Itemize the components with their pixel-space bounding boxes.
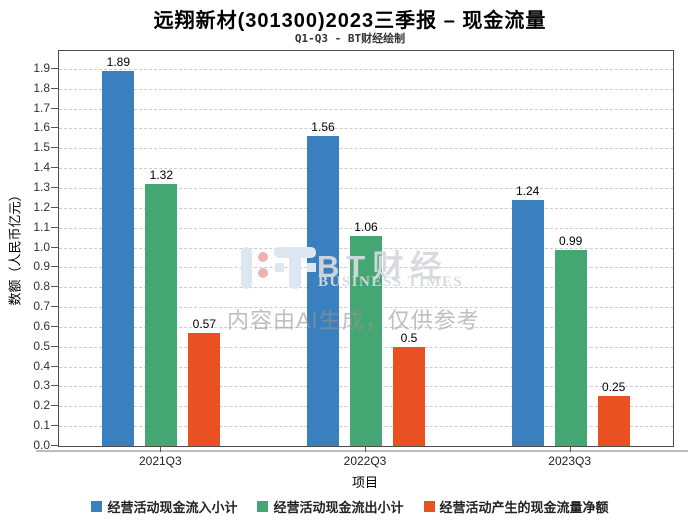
y-tick-mark [51,167,59,169]
bar-group-2021Q3: 1.89 1.32 0.57 [59,51,264,446]
y-tick-label: 1.5 [33,140,50,155]
bar-value-label: 1.24 [515,183,540,198]
y-tick-mark [51,246,59,248]
bar-group-2022Q3: 1.56 1.06 0.5 [264,51,469,446]
y-tick-label: 1.7 [33,100,50,115]
bar-2023Q3-经营活动产生的现金流量净额[interactable]: 0.25 [597,380,630,446]
y-tick-mark [51,127,59,129]
bar-2022Q3-经营活动现金流入小计[interactable]: 1.56 [306,120,339,446]
legend-item-经营活动产生的现金流量净额[interactable]: 经营活动产生的现金流量净额 [423,497,609,516]
y-tick-mark [51,286,59,288]
gridline [59,168,673,170]
y-tick-label: 1.3 [33,179,50,194]
legend-swatch-icon [91,501,103,512]
y-tick-mark [51,186,59,188]
y-tick-mark [51,147,59,149]
y-tick-mark [51,226,59,228]
y-tick-label: 0.0 [33,438,50,452]
y-tick-label: 0.2 [33,398,50,413]
y-tick-label: 0.1 [33,418,50,433]
y-tick-label: 1.1 [33,219,50,234]
legend-swatch-icon [423,501,435,512]
gridline [59,128,673,130]
y-tick-label: 0.6 [33,318,50,333]
gridline [59,207,673,209]
y-tick-label: 0.5 [33,338,50,353]
gridline [59,187,673,189]
x-axis-shadow-line [36,450,688,452]
gridline [59,148,673,150]
y-tick-label: 1.4 [33,160,50,175]
y-tick-label: 0.4 [33,358,50,373]
bar-value-label: 1.06 [354,219,378,234]
y-axis-ticks [51,50,59,446]
gridline [59,108,673,110]
gridline [59,88,673,90]
y-tick-label: 1.9 [33,60,50,75]
y-tick-label: 1.2 [33,199,50,214]
y-tick-mark [51,107,59,109]
legend-item-经营活动现金流入小计[interactable]: 经营活动现金流入小计 [91,497,237,516]
bar-2021Q3-经营活动现金流入小计[interactable]: 1.89 [102,55,135,446]
bar-value-label: 1.32 [149,168,174,182]
legend-item-经营活动现金流出小计[interactable]: 经营活动现金流出小计 [257,497,404,516]
x-tick-mark [365,446,366,452]
bar-group-2023Q3: 1.24 0.99 0.25 [468,51,673,446]
y-tick-mark [51,365,59,367]
y-tick-label: 0.7 [33,299,50,314]
y-tick-labels: 0.0 0.1 0.2 0.3 0.4 0.5 0.6 0.7 0.8 0.9 1.0 1.1 1.2 1… [0,50,50,452]
plot-area: 1.89 1.32 0.57 1.56 1.06 0.5 1.24 0.99 0.25 BT财经… [58,50,674,447]
bar-value-label: 0.25 [601,380,626,395]
x-tick-label-2023Q3: 2023Q3 [548,454,592,468]
x-tick-mark [160,446,162,452]
bar-2021Q3-经营活动现金流出小计[interactable]: 1.32 [145,168,178,446]
bar-2022Q3-经营活动产生的现金流量净额[interactable]: 0.5 [392,331,425,446]
legend: 经营活动现金流入小计 经营活动现金流出小计 经营活动产生的现金流量净额 [0,497,700,516]
bar-value-label: 0.99 [558,233,583,248]
y-tick-mark [51,67,59,69]
x-tick-labels: 2021Q3 2022Q3 2023Q3 [58,454,672,468]
y-tick-mark [51,445,59,446]
legend-swatch-icon [257,501,269,512]
bar-value-label: 1.89 [106,54,131,69]
gridline [59,227,673,229]
legend-label: 经营活动现金流入小计 [107,500,238,515]
x-axis-ticks [58,446,672,452]
legend-label: 经营活动现金流出小计 [273,500,404,515]
bar-2021Q3-经营活动产生的现金流量净额[interactable]: 0.57 [188,317,221,446]
y-tick-mark [51,425,59,427]
bar-value-label: 0.5 [400,330,418,345]
legend-label: 经营活动产生的现金流量净额 [439,500,609,515]
x-tick-label-2021Q3: 2021Q3 [138,454,182,468]
y-tick-mark [51,325,59,327]
bar-2023Q3-经营活动现金流出小计[interactable]: 0.99 [554,234,587,446]
y-tick-mark [51,206,59,208]
y-tick-label: 0.9 [33,259,50,274]
y-tick-mark [51,385,59,387]
y-tick-label: 1.6 [33,120,50,135]
y-tick-label: 1.8 [33,80,50,95]
y-tick-mark [51,87,59,89]
chart-title: 远翔新材(301300)2023三季报 – 现金流量 [153,10,547,32]
bar-value-label: 0.57 [192,316,217,331]
chart-subtitle: Q1-Q3 - BT财经绘制 [294,32,406,45]
y-tick-mark [51,266,59,268]
bar-2023Q3-经营活动现金流入小计[interactable]: 1.24 [511,184,544,446]
gridline [59,68,673,70]
bar-value-label: 1.56 [311,120,335,135]
bar-groups: 1.89 1.32 0.57 1.56 1.06 0.5 1.24 0.99 0.25 [59,51,673,446]
y-tick-mark [51,345,59,347]
y-tick-label: 0.3 [33,378,50,393]
y-tick-mark [51,306,59,308]
y-tick-label: 1.0 [33,239,50,254]
y-tick-label: 0.8 [33,279,50,294]
x-tick-mark [569,446,571,452]
x-tick-label-2022Q3: 2022Q3 [343,454,387,468]
y-tick-mark [51,405,59,407]
x-axis-label: 项目 [351,475,378,490]
bar-2022Q3-经营活动现金流出小计[interactable]: 1.06 [349,220,382,446]
